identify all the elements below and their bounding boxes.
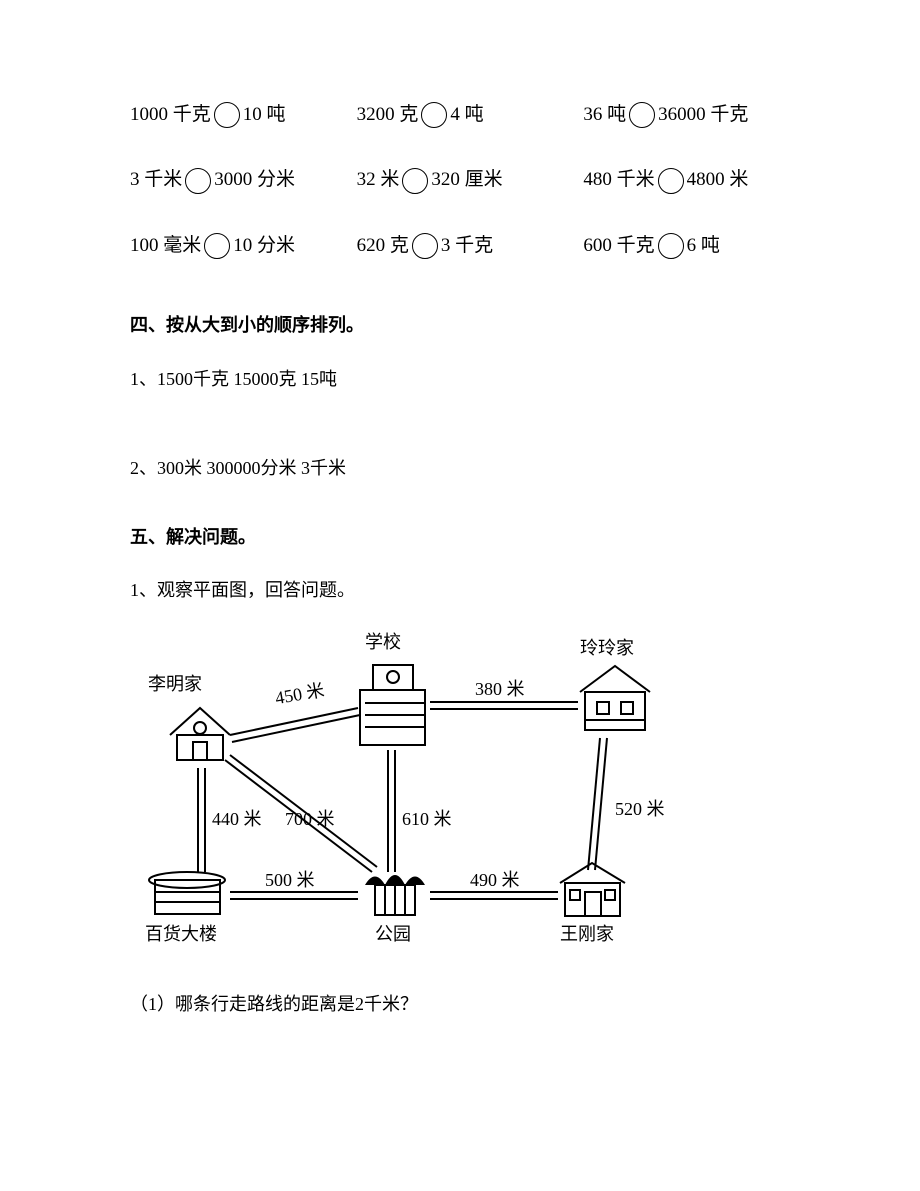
node-label-school: 学校 [365,628,401,657]
compare-right: 3 千克 [441,231,493,261]
compare-right: 3000 分米 [214,165,295,195]
comparison-grid: 1000 千克10 吨 3200 克4 吨 36 吨36000 千克 3 千米3… [130,100,790,261]
compare-left: 620 克 [357,231,409,261]
school-icon [355,655,430,759]
park-icon [355,860,435,929]
compare-item[interactable]: 32 米 320 厘米 [357,165,564,195]
compare-right: 10 分米 [233,231,295,261]
edge-label: 500 米 [265,866,315,895]
house-icon [555,858,630,929]
section5-intro: 1、观察平面图，回答问题。 [130,576,790,605]
section5-subq1: （1）哪条行走路线的距离是2千米？ [130,990,790,1019]
compare-item[interactable]: 600 千克 6 吨 [583,231,790,261]
circle-blank[interactable] [658,168,684,194]
circle-blank[interactable] [412,233,438,259]
compare-item[interactable]: 3200 克 4 吨 [357,100,564,130]
house-icon [165,700,235,774]
node-label-liming: 李明家 [148,670,202,699]
compare-item[interactable]: 100 毫米 10 分米 [130,231,337,261]
circle-blank[interactable] [658,233,684,259]
building-icon [145,868,230,927]
compare-left: 480 千米 [583,165,654,195]
compare-item[interactable]: 620 克 3 千克 [357,231,564,261]
edge-label: 490 米 [470,866,520,895]
compare-left: 3200 克 [357,100,419,130]
compare-left: 32 米 [357,165,400,195]
compare-item[interactable]: 36 吨 36000 千克 [583,100,790,130]
edge-label: 520 米 [615,795,665,824]
compare-left: 3 千米 [130,165,182,195]
section5-title: 五、解决问题。 [130,523,790,552]
section4-q2: 2、300米 300000分米 3千米 [130,454,790,483]
edge-label: 700 米 [285,805,335,834]
circle-blank[interactable] [402,168,428,194]
compare-item[interactable]: 1000 千克 10 吨 [130,100,337,130]
edge-label: 450 米 [273,676,327,713]
edge-label: 440 米 [212,805,262,834]
compare-left: 600 千克 [583,231,654,261]
edge-label: 610 米 [402,805,452,834]
compare-left: 1000 千克 [130,100,211,130]
compare-right: 4 吨 [450,100,483,130]
edge-label: 380 米 [475,675,525,704]
compare-right: 10 吨 [243,100,286,130]
compare-right: 320 厘米 [431,165,502,195]
section4-title: 四、按从大到小的顺序排列。 [130,311,790,340]
section4-q1: 1、1500千克 15000克 15吨 [130,365,790,394]
compare-right: 36000 千克 [658,100,748,130]
compare-right: 6 吨 [687,231,720,261]
house-icon [575,660,655,744]
compare-left: 36 吨 [583,100,626,130]
compare-item[interactable]: 480 千米 4800 米 [583,165,790,195]
circle-blank[interactable] [629,102,655,128]
compare-item[interactable]: 3 千米 3000 分米 [130,165,337,195]
circle-blank[interactable] [185,168,211,194]
map-diagram: 学校 李明家 玲玲家 百货大楼 公园 王刚家 450 米 380 米 440 米… [130,620,750,960]
circle-blank[interactable] [204,233,230,259]
compare-right: 4800 米 [687,165,749,195]
circle-blank[interactable] [214,102,240,128]
circle-blank[interactable] [421,102,447,128]
node-label-lingling: 玲玲家 [580,634,634,663]
compare-left: 100 毫米 [130,231,201,261]
